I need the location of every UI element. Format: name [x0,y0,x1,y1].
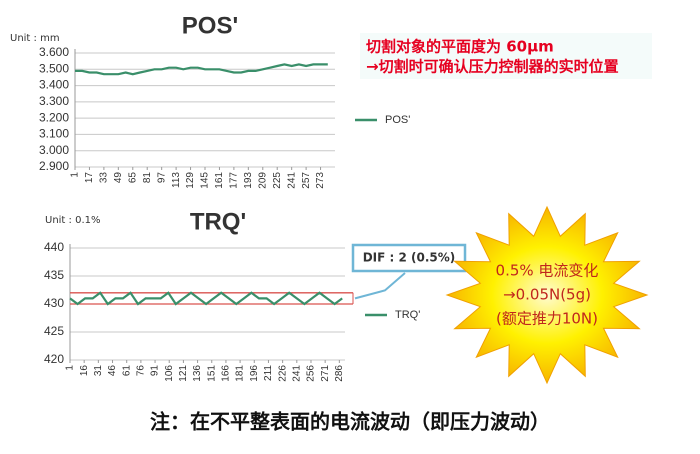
chart-title: POS' [182,12,238,39]
x-tick-label: 49 [113,172,124,184]
x-tick-label: 31 [93,365,104,377]
x-tick-label: 97 [156,172,167,184]
burst-line: (额定推力10N) [496,310,598,328]
legend-label: TRQ' [395,309,420,321]
x-tick-label: 273 [315,172,326,189]
x-tick-label: 1 [70,172,81,178]
x-tick-label: 16 [79,365,90,377]
y-tick-label: 3.500 [39,61,69,75]
x-tick-label: 161 [214,172,225,189]
unit-label: Unit : 0.1% [45,215,101,226]
data-line [75,63,328,76]
x-tick-label: 241 [286,172,297,189]
x-tick-label: 271 [320,365,331,382]
x-tick-label: 241 [291,365,302,382]
x-tick-label: 65 [127,172,138,184]
x-tick-label: 106 [164,365,175,382]
x-tick-label: 129 [185,172,196,189]
x-tick-label: 61 [121,365,132,377]
data-line [69,291,343,306]
y-tick-label: 440 [44,240,64,254]
x-tick-label: 17 [84,172,95,184]
y-tick-label: 430 [44,296,64,310]
x-tick-label: 81 [142,172,153,184]
x-tick-label: 113 [171,172,182,188]
x-tick-label: 211 [263,365,274,381]
y-tick-label: 3.300 [39,94,69,108]
y-tick-label: 2.900 [39,159,69,173]
dif-label: DIF : 2 (0.5%) [363,251,456,265]
unit-label: Unit : mm [10,33,60,44]
x-tick-label: 209 [257,172,268,189]
burst-line: 0.5% 电流变化 [496,262,599,280]
x-tick-label: 177 [229,172,240,189]
legend-label: POS' [385,114,410,126]
x-tick-label: 181 [235,365,246,382]
y-tick-label: 3.000 [39,143,69,157]
y-tick-label: 420 [44,352,64,366]
x-tick-label: 256 [306,365,317,382]
chart-title: TRQ' [190,208,246,235]
dif-box [351,243,467,273]
y-tick-label: 435 [44,268,64,282]
x-tick-label: 166 [221,365,232,382]
x-tick-label: 225 [272,172,283,189]
x-tick-label: 193 [243,172,254,189]
x-tick-label: 1 [65,365,76,371]
x-tick-label: 151 [206,365,217,382]
burst-line: →0.05N(5g) [503,286,591,304]
note-line: →切割时可确认压力控制器的实时位置 [366,58,619,76]
x-tick-label: 121 [178,365,189,382]
x-tick-label: 257 [301,172,312,189]
y-tick-label: 3.100 [39,127,69,141]
caption: 注：在不平整表面的电流波动（即压力波动） [150,410,550,434]
x-tick-label: 226 [277,365,288,382]
note-box [360,33,652,79]
x-tick-label: 46 [107,365,118,377]
x-tick-label: 33 [99,172,110,184]
dif-connector [354,272,406,300]
y-tick-label: 3.200 [39,110,69,124]
x-tick-label: 145 [200,172,211,189]
x-tick-label: 136 [192,365,203,382]
note-line: 切割对象的平面度为 60μm [366,38,554,56]
starburst [445,205,649,385]
x-tick-label: 91 [150,365,161,377]
x-tick-label: 286 [334,365,345,382]
y-tick-label: 425 [44,324,64,338]
x-tick-label: 196 [249,365,260,382]
y-tick-label: 3.600 [39,45,69,59]
y-tick-label: 3.400 [39,78,69,92]
x-tick-label: 76 [136,365,147,377]
